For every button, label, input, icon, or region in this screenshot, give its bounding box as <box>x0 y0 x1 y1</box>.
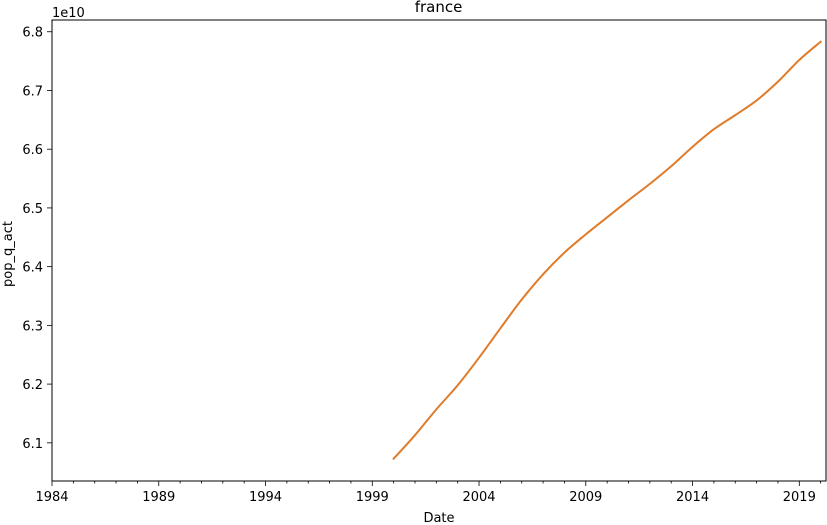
x-tick-label: 2019 <box>783 490 816 505</box>
y-axis-label: pop_q_act <box>1 221 16 287</box>
series-layer <box>392 40 823 461</box>
x-tick-label: 1999 <box>356 490 389 505</box>
y-axis-ticks: 6.1 6.2 6.3 6.4 6.5 6.6 6.7 6.8 <box>22 26 52 452</box>
x-axis-label: Date <box>423 511 454 525</box>
y-tick-label: 6.6 <box>22 143 43 158</box>
y-tick-label: 6.4 <box>22 261 43 276</box>
x-tick-label: 2004 <box>462 490 495 505</box>
x-tick-label: 2014 <box>676 490 709 505</box>
y-axis-offset-label: 1e10 <box>52 6 85 21</box>
chart-title: france <box>415 0 463 16</box>
x-tick-label: 1989 <box>142 490 175 505</box>
y-tick-label: 6.7 <box>22 84 43 99</box>
y-tick-label: 6.5 <box>22 202 43 217</box>
x-tick-label: 1994 <box>249 490 282 505</box>
x-tick-label: 2009 <box>569 490 602 505</box>
y-tick-label: 6.8 <box>22 26 43 41</box>
y-tick-label: 6.3 <box>22 319 43 334</box>
plot-frame <box>51 19 827 482</box>
y-tick-label: 6.1 <box>22 437 43 452</box>
series-line <box>392 40 823 461</box>
x-axis-ticks: 1984 1989 1994 1999 2004 2009 2014 2019 <box>35 481 822 505</box>
y-tick-label: 6.2 <box>22 378 43 393</box>
x-tick-label: 1984 <box>35 490 68 505</box>
plot-area <box>51 19 827 482</box>
